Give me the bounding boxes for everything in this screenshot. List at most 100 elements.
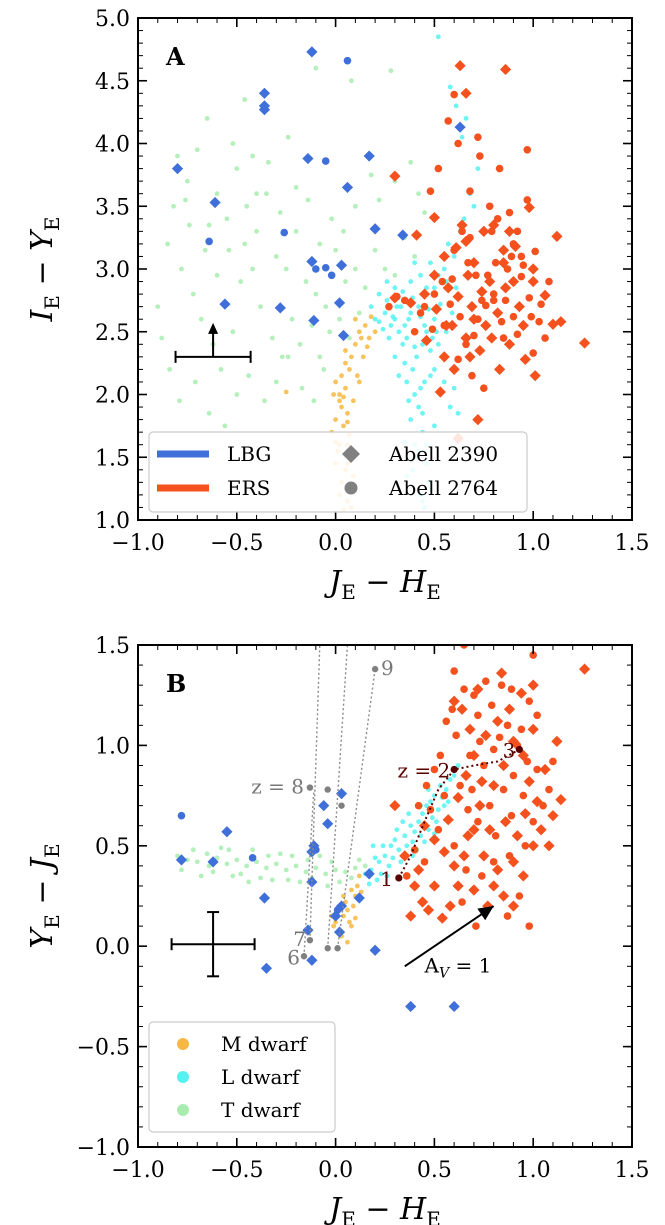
ers-abell-2764-point	[476, 737, 484, 746]
ers-abell-2764-point	[493, 215, 502, 223]
t-dwarf-point	[311, 398, 317, 404]
ers-abell-2390-point	[497, 759, 510, 772]
m-dwarf-point	[347, 919, 352, 925]
ers-abell-2764-point	[503, 265, 512, 273]
y-tick-label: 4.5	[95, 70, 130, 95]
t-dwarf-point	[230, 873, 236, 879]
t-dwarf-point	[234, 392, 240, 397]
ers-abell-2764-point	[464, 805, 472, 814]
l-dwarf-point	[382, 310, 388, 316]
legend-swatch-t-dwarf	[177, 1104, 189, 1116]
lbg-abell-2390-point	[335, 259, 348, 271]
ers-abell-2390-point	[389, 170, 401, 182]
y-tick-label: 3.0	[95, 258, 130, 283]
ers-abell-2390-point	[412, 864, 425, 876]
legend-swatch-m-dwarf	[177, 1038, 189, 1050]
m-dwarf-point	[339, 404, 344, 410]
t-dwarf-point	[254, 228, 259, 234]
y-tick-label: 1.5	[95, 446, 130, 471]
l-dwarf-point	[453, 103, 459, 109]
m-dwarf-point	[350, 903, 356, 909]
t-dwarf-point	[206, 222, 212, 228]
l-dwarf-point	[420, 811, 425, 817]
ers-abell-2764-point	[523, 145, 532, 154]
y-tick-label: 5.0	[95, 7, 130, 32]
y-axis-title-sub2: E	[40, 843, 64, 858]
ers-abell-2390-point	[438, 250, 450, 263]
legend-label-t-dwarf: T dwarf	[221, 1098, 301, 1122]
l-dwarf-point	[390, 314, 396, 320]
y-tick-label: 1.0	[95, 734, 130, 759]
ers-abell-2390-point	[503, 703, 516, 715]
m-dwarf-point	[333, 417, 338, 422]
lbg-abell-2390-point	[363, 150, 375, 162]
reddening-label-sub: V	[439, 965, 451, 981]
t-dwarf-point	[362, 863, 368, 869]
ers-abell-2390-point	[389, 292, 401, 304]
ers-abell-2764-point	[481, 677, 490, 685]
x-tick-label: 1.0	[516, 1158, 551, 1183]
l-dwarf-point	[388, 843, 394, 849]
m-dwarf-point	[347, 367, 352, 372]
lbg-abell-2390-point	[260, 962, 273, 974]
y-tick-label: 2.5	[95, 321, 130, 346]
ers-abell-2764-point	[507, 811, 516, 820]
ers-abell-2390-point	[551, 230, 563, 242]
ers-abell-2390-point	[460, 769, 472, 782]
ers-abell-2390-point	[464, 723, 476, 735]
x-tick-label: 0.5	[417, 531, 452, 556]
y-axis-title: IE − YE	[25, 216, 64, 322]
l-dwarf-point	[447, 777, 453, 782]
ers-abell-2390-point	[460, 87, 472, 99]
t-dwarf-point	[250, 847, 256, 853]
ers-abell-2390-point	[442, 282, 454, 294]
l-dwarf-point	[430, 335, 435, 341]
m-dwarf-point	[352, 341, 358, 347]
ers-abell-2390-point	[422, 904, 435, 916]
l-dwarf-point	[372, 855, 378, 861]
ers-abell-2390-point	[476, 775, 488, 788]
l-dwarf-point	[416, 304, 421, 310]
m-dwarf-point	[333, 919, 338, 925]
lbg-abell-2390-point	[363, 868, 375, 880]
t-dwarf-point	[167, 367, 173, 372]
ers-abell-2764-point	[478, 872, 486, 880]
ers-abell-2390-point	[474, 344, 486, 357]
ers-abell-2390-point	[478, 850, 490, 862]
t-dwarf-point	[179, 266, 184, 272]
panel-b-label: B	[166, 669, 186, 698]
ers-abell-2764-point	[529, 817, 537, 826]
ers-abell-2390-point	[472, 414, 484, 426]
ers-abell-2764-point	[519, 791, 528, 800]
lbg-abell-2390-point	[308, 314, 320, 327]
l-dwarf-point	[368, 304, 374, 310]
t-dwarf-point	[297, 879, 303, 885]
ers-abell-2764-point	[454, 139, 462, 148]
l-dwarf-point	[416, 404, 421, 410]
x-axis-title-op: −	[356, 1192, 400, 1225]
t-dwarf-point	[190, 291, 196, 297]
ers-abell-2390-point	[480, 729, 492, 741]
y-axis-title-sub: E	[40, 295, 64, 310]
ers-abell-2390-point	[428, 269, 440, 281]
ers-abell-2764-point	[531, 247, 539, 256]
ers-abell-2390-point	[480, 319, 492, 332]
y-tick-label: −0.5	[77, 1036, 130, 1061]
t-dwarf-point	[264, 191, 269, 197]
ers-abell-2390-point	[513, 301, 525, 313]
y-tick-label: 0.0	[95, 935, 130, 960]
m-dwarf-point	[372, 329, 378, 335]
ers-abell-2390-point	[509, 240, 522, 253]
ers-abell-2764-point	[489, 296, 498, 305]
ers-abell-2390-point	[456, 219, 468, 231]
ers-abell-2764-point	[410, 327, 419, 336]
l-dwarf-point	[402, 833, 408, 839]
m-dwarf-point	[337, 398, 342, 404]
ers-abell-2764-point	[525, 922, 534, 930]
lbg-abell-2390-point	[448, 1000, 460, 1013]
l-dwarf-point	[428, 799, 433, 805]
l-dwarf-point	[394, 827, 400, 833]
ers-abell-2390-point	[517, 749, 529, 762]
x-axis-title-sub: E	[341, 580, 356, 604]
l-dwarf-point	[432, 423, 437, 429]
